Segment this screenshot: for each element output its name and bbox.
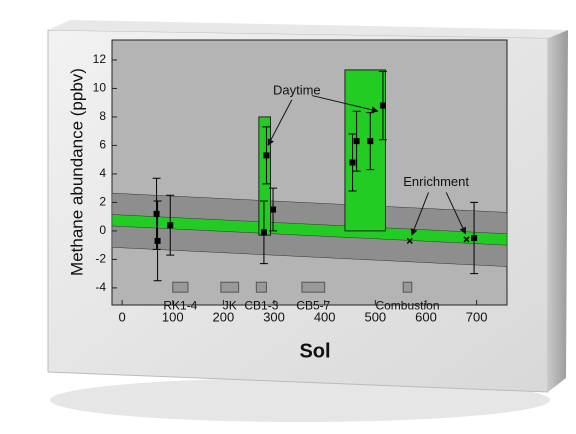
y-tick-label: 0 [99, 223, 106, 237]
y-tick-label: 12 [93, 52, 107, 66]
annotation-arrow [311, 95, 379, 114]
point [379, 102, 386, 109]
point [154, 237, 161, 244]
x-tick-label: 400 [314, 309, 336, 324]
annotation: Daytime [273, 83, 321, 98]
y-tick-label: 8 [99, 109, 106, 123]
point [406, 237, 413, 244]
x-tick-label: 0 [119, 309, 126, 324]
experiment [301, 281, 326, 293]
point [167, 222, 174, 229]
experiment [255, 281, 267, 293]
experiment-label: RK1-4 [163, 298, 197, 312]
point [153, 210, 160, 217]
point [270, 206, 277, 213]
experiment-label: CB5-7 [296, 298, 330, 312]
y-tick-label: 2 [99, 195, 106, 209]
plot: RK1-4 JK CB1-3 CB5-7 Combustion -4 -2 0 2 4 6 8 10 12… [93, 39, 508, 324]
annotation-arrow [410, 192, 429, 236]
experiment [402, 281, 413, 293]
box-side [548, 30, 568, 392]
box-top [48, 20, 568, 38]
y-tick-label: -2 [95, 252, 106, 266]
point [353, 138, 360, 145]
point [471, 235, 478, 242]
spike [344, 69, 386, 232]
x-axis-label: Sol [299, 340, 330, 362]
point [463, 236, 470, 243]
y-tick-label: 6 [99, 138, 106, 152]
y-tick-label: -4 [95, 280, 106, 294]
x-tick-label: 700 [466, 309, 488, 324]
y-axis-label: Methane abundance (ppbv) [67, 68, 86, 276]
y-tick-label: 10 [93, 81, 107, 95]
x-tick-label: 500 [364, 309, 386, 324]
experiment [172, 281, 189, 293]
point [349, 159, 356, 166]
annotation-arrow [267, 99, 293, 147]
spike [258, 116, 272, 236]
annotation: Enrichment [403, 174, 469, 189]
annotation-arrow [445, 192, 466, 235]
x-tick-label: 100 [162, 309, 184, 324]
experiment-label: JK [223, 298, 237, 312]
x-tick-label: 200 [213, 309, 235, 324]
experiment-label: Combustion [375, 298, 439, 312]
experiment [220, 281, 240, 293]
plot-area [111, 39, 508, 306]
y-tick-label: 4 [99, 166, 106, 180]
x-tick-label: 600 [415, 309, 437, 324]
experiment-label: CB1-3 [244, 298, 278, 312]
point [260, 229, 267, 236]
shadow [50, 378, 550, 422]
point [263, 152, 270, 159]
point [367, 138, 374, 145]
x-tick-label: 300 [263, 309, 285, 324]
